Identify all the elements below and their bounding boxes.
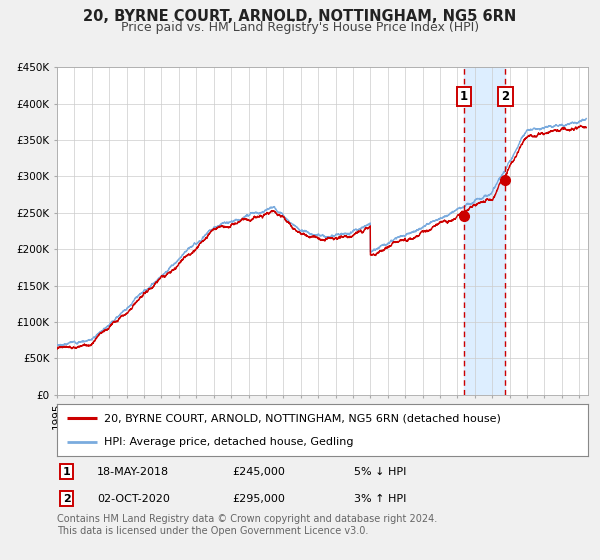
Text: £245,000: £245,000 (232, 467, 285, 477)
Text: 3% ↑ HPI: 3% ↑ HPI (355, 494, 407, 504)
Text: £295,000: £295,000 (232, 494, 285, 504)
Text: 1: 1 (460, 90, 468, 103)
Text: Contains HM Land Registry data © Crown copyright and database right 2024.
This d: Contains HM Land Registry data © Crown c… (57, 514, 437, 536)
Text: 20, BYRNE COURT, ARNOLD, NOTTINGHAM, NG5 6RN: 20, BYRNE COURT, ARNOLD, NOTTINGHAM, NG5… (83, 9, 517, 24)
Text: 20, BYRNE COURT, ARNOLD, NOTTINGHAM, NG5 6RN (detached house): 20, BYRNE COURT, ARNOLD, NOTTINGHAM, NG5… (104, 413, 500, 423)
Text: HPI: Average price, detached house, Gedling: HPI: Average price, detached house, Gedl… (104, 437, 353, 447)
Text: 2: 2 (62, 494, 70, 504)
Text: 18-MAY-2018: 18-MAY-2018 (97, 467, 169, 477)
Bar (464, 67, 505, 395)
Text: 5% ↓ HPI: 5% ↓ HPI (355, 467, 407, 477)
Text: 2: 2 (501, 90, 509, 103)
Text: 1: 1 (62, 467, 70, 477)
Text: 02-OCT-2020: 02-OCT-2020 (97, 494, 170, 504)
Text: Price paid vs. HM Land Registry's House Price Index (HPI): Price paid vs. HM Land Registry's House … (121, 21, 479, 34)
